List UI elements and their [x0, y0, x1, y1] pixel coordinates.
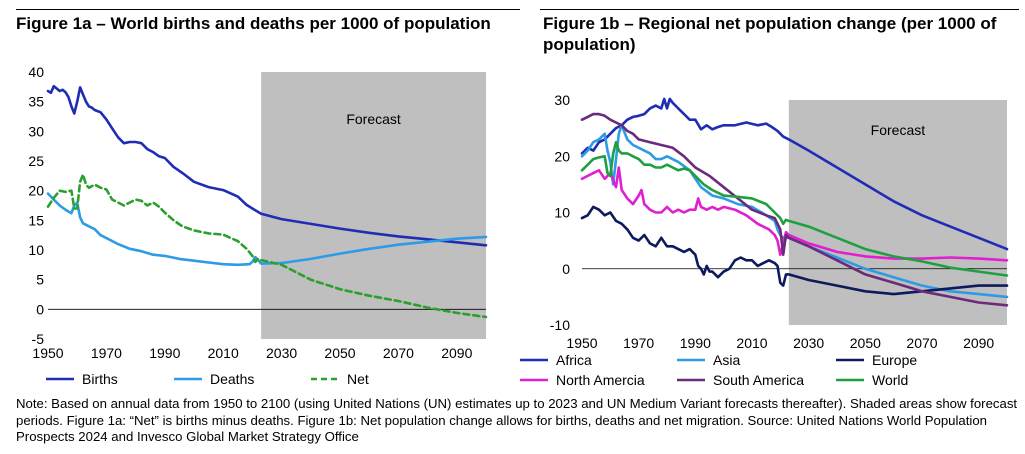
fig1a-y-tick-label: 15: [28, 212, 44, 228]
fig1a-series-net: [46, 173, 488, 319]
fig1a-x-tick-label: 1950: [32, 345, 63, 361]
figure-1a-title: Figure 1a – World births and deaths per …: [16, 14, 491, 33]
fig1b-series-north-amercia: [580, 166, 1009, 262]
fig1a-x-tick-label: 2090: [441, 345, 472, 361]
fig1b-series-world: [580, 140, 1009, 277]
fig1b-x-tick-label: 2070: [906, 335, 937, 351]
fig1b-y-tick-label: 20: [554, 148, 570, 164]
fig1b-legend-label-africa: Africa: [556, 352, 592, 368]
fig1a-y-tick-label: 10: [28, 242, 44, 258]
fig1a-series-births: [46, 84, 488, 247]
fig1a-legend-label-births: Births: [82, 371, 118, 387]
fig1b-x-tick-label: 2030: [793, 335, 824, 351]
fig1a-forecast-label: Forecast: [346, 111, 401, 127]
fig1b-series-europe: [580, 205, 1009, 296]
fig1a-legend-label-net: Net: [347, 371, 369, 387]
fig1a-x-tick-label: 2010: [208, 345, 239, 361]
fig1b-legend-label-asia: Asia: [713, 352, 740, 368]
fig1a-x-tick-label: 2050: [324, 345, 355, 361]
fig1b-x-tick-label: 1970: [623, 335, 654, 351]
fig1a-y-tick-label: 30: [28, 123, 44, 139]
fig1a-y-tick-label: 20: [28, 183, 44, 199]
fig1b-legend-label-south-america: South America: [713, 372, 804, 388]
fig1b-legend-label-world: World: [872, 372, 908, 388]
fig1b-legend-label-north-amercia: North Amercia: [556, 372, 645, 388]
footnote: Note: Based on annual data from 1950 to …: [16, 396, 1018, 444]
fig1b-y-tick-label: 10: [554, 205, 570, 221]
fig1a-y-tick-label: 0: [36, 301, 44, 317]
fig1a-x-tick-label: 2030: [266, 345, 297, 361]
fig1b-x-tick-label: 2050: [850, 335, 881, 351]
fig1a-series-deaths: [46, 192, 488, 267]
fig1a-y-tick-label: 40: [28, 64, 44, 80]
fig1b-y-tick-label: 0: [562, 261, 570, 277]
figure-1b-title: Figure 1b – Regional net population chan…: [543, 14, 997, 54]
fig1a-x-tick-label: 1970: [91, 345, 122, 361]
title-rule-left: [16, 9, 520, 10]
fig1b-series-south-america: [580, 112, 1009, 307]
fig1b-x-tick-label: 1990: [680, 335, 711, 351]
fig1a-y-tick-label: 25: [28, 153, 44, 169]
title-rule-right: [540, 9, 1019, 10]
fig1b-forecast-label: Forecast: [871, 122, 926, 138]
fig1b-x-tick-label: 2090: [963, 335, 994, 351]
fig1a-x-tick-label: 1990: [149, 345, 180, 361]
fig1b-y-tick-label: -10: [550, 317, 570, 333]
fig1b-x-tick-label: 1950: [566, 335, 597, 351]
fig1b-legend-label-europe: Europe: [872, 352, 917, 368]
fig1b-y-tick-label: 30: [554, 92, 570, 108]
fig1a-x-tick-label: 2070: [383, 345, 414, 361]
fig1a-legend-label-deaths: Deaths: [210, 371, 254, 387]
fig1a-y-tick-label: 35: [28, 94, 44, 110]
figure-1a-chart: Forecast -5 0 5 10 15 20 25 30 35 40 1950 1970 1990 20…: [28, 64, 488, 387]
fig1a-forecast-area: [261, 72, 486, 339]
fig1a-y-tick-label: -5: [32, 331, 45, 347]
fig1b-series-africa: [580, 97, 1009, 251]
fig1b-x-tick-label: 2010: [736, 335, 767, 351]
fig1a-y-tick-label: 5: [36, 272, 44, 288]
